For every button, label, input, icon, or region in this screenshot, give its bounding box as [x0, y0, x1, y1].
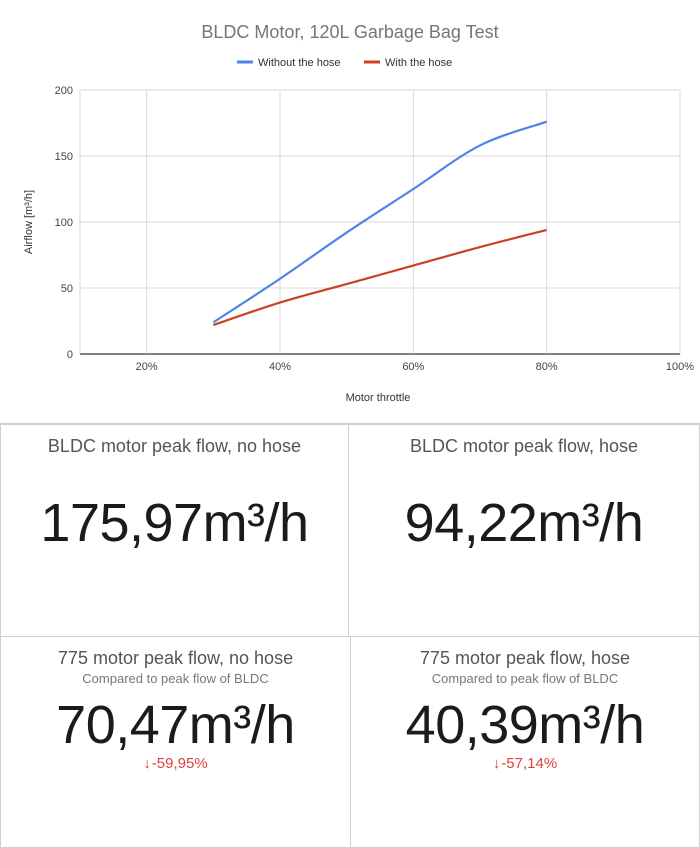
- card-bldc-hose: BLDC motor peak flow, hose 94,22m³/h: [348, 424, 700, 637]
- card-delta: ↓-59,95%: [1, 755, 350, 773]
- series-line-0: [212, 120, 548, 324]
- y-tick-label: 200: [55, 85, 73, 97]
- arrow-down-icon: ↓: [143, 755, 151, 772]
- card-title: BLDC motor peak flow, no hose: [47, 436, 302, 456]
- card-value: 40,39m³/h: [405, 695, 645, 755]
- card-delta: ↓-57,14%: [351, 755, 699, 773]
- legend-label-1: With the hose: [385, 57, 452, 69]
- airflow-line-chart: BLDC Motor, 120L Garbage Bag Test Without…: [23, 22, 694, 404]
- card-775-hose: 775 motor peak flow, hose Compared to pe…: [350, 636, 700, 848]
- y-tick-label: 0: [67, 349, 73, 361]
- x-axis-label: Motor throttle: [346, 392, 411, 404]
- x-tick-label: 60%: [402, 361, 424, 373]
- y-tick-label: 50: [61, 283, 73, 295]
- card-delta-value: -59,95%: [151, 755, 208, 772]
- x-tick-label: 100%: [666, 361, 694, 373]
- legend-label-0: Without the hose: [258, 57, 341, 69]
- y-tick-label: 150: [55, 151, 73, 163]
- card-delta-value: -57,14%: [501, 755, 558, 772]
- card-775-no-hose: 775 motor peak flow, no hose Compared to…: [0, 636, 351, 848]
- card-title: 775 motor peak flow, hose: [419, 648, 631, 668]
- card-bldc-no-hose: BLDC motor peak flow, no hose 175,97m³/h: [0, 424, 349, 637]
- series-line-1: [212, 228, 547, 327]
- y-tick-label: 100: [55, 217, 73, 229]
- x-tick-label: 40%: [269, 361, 291, 373]
- chart-title: BLDC Motor, 120L Garbage Bag Test: [201, 22, 498, 42]
- card-subtitle: Compared to peak flow of BLDC: [431, 671, 619, 686]
- x-tick-label: 80%: [536, 361, 558, 373]
- card-value: 175,97m³/h: [40, 493, 309, 553]
- card-title: BLDC motor peak flow, hose: [409, 436, 639, 456]
- card-value: 94,22m³/h: [404, 493, 644, 553]
- card-subtitle: Compared to peak flow of BLDC: [82, 671, 269, 686]
- x-tick-label: 20%: [136, 361, 158, 373]
- airflow-chart-panel: BLDC Motor, 120L Garbage Bag Test Without…: [0, 22, 700, 424]
- arrow-down-icon: ↓: [492, 755, 501, 772]
- card-value: 70,47m³/h: [56, 695, 295, 755]
- y-axis-label: Airflow [m³/h]: [23, 190, 35, 254]
- card-title: 775 motor peak flow, no hose: [57, 648, 294, 668]
